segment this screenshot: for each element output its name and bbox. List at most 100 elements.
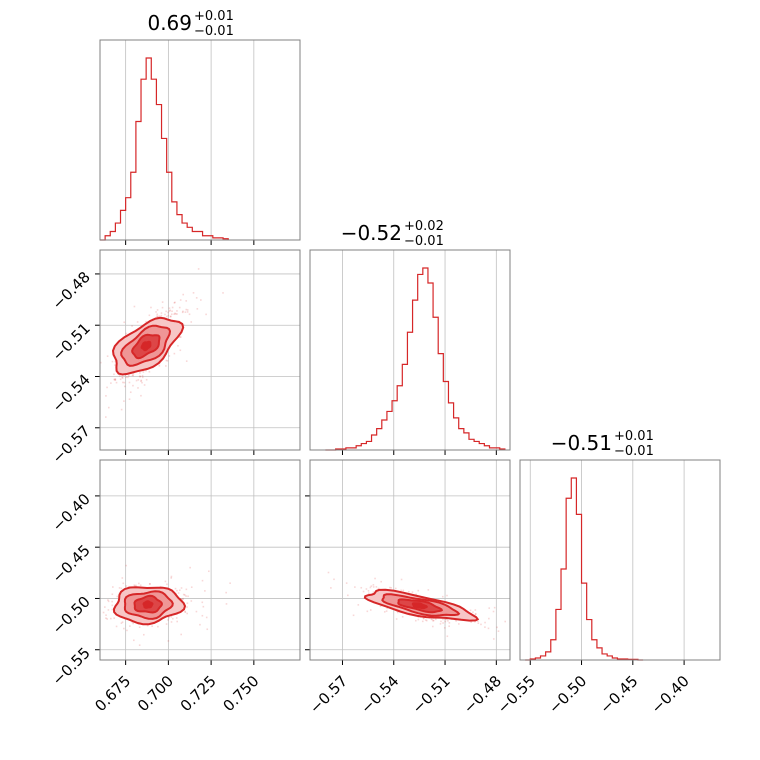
y-tick-label: −0.55 [49,644,94,689]
scatter-point [123,381,126,384]
scatter-point [133,639,135,642]
scatter-point [174,587,177,590]
scatter-point [97,617,99,619]
scatter-point [168,355,171,357]
scatter-point [417,618,420,621]
scatter-p2-0-frame [99,459,301,661]
scatter-point [432,625,434,628]
scatter-point [164,313,166,316]
scatter-point [448,625,450,628]
scatter-point [421,620,424,623]
scatter-point [178,306,181,309]
scatter-point [180,598,182,600]
scatter-point [93,614,95,616]
scatter-point [110,382,112,384]
scatter-point [514,619,516,621]
scatter-point [107,609,110,611]
scatter-point [477,620,479,622]
scatter-point [107,599,109,601]
scatter-point [157,625,159,628]
scatter-point [146,624,149,627]
scatter-point [185,308,188,311]
scatter-point [139,372,141,374]
scatter-point [188,313,191,316]
scatter-point [123,321,126,324]
scatter-point [156,315,159,318]
scatter-point [168,310,171,312]
scatter-point [196,308,199,310]
scatter-point [123,385,126,388]
scatter-point [176,310,178,312]
scatter-point [424,619,427,621]
scatter-p1-0-frame [99,249,301,451]
scatter-point [166,583,168,586]
scatter-point [167,311,169,314]
scatter-point [178,589,181,592]
scatter-point [171,310,173,313]
scatter-point [187,595,189,598]
scatter-point [385,610,388,612]
scatter-point [92,613,94,615]
scatter-point [497,630,500,632]
scatter-point [372,584,375,586]
scatter-point [164,580,167,583]
scatter-point [133,305,136,308]
scatter-point [195,610,198,613]
scatter-point [111,593,114,596]
scatter-point [170,575,173,578]
scatter-point [202,605,205,608]
scatter-point [400,578,403,581]
scatter-point [207,570,210,573]
scatter-point [111,608,114,611]
scatter-point [137,379,140,381]
scatter-point [112,586,114,588]
scatter-point [106,618,108,620]
scatter-point [434,618,437,621]
scatter-point [119,374,121,377]
scatter-point [369,586,372,589]
scatter-point [125,564,128,567]
scatter-point [141,374,144,377]
scatter-point [327,571,330,574]
scatter-point [444,618,447,620]
scatter-point [93,377,95,379]
scatter-point [357,604,360,606]
scatter-point [474,609,477,611]
scatter-point [31,480,33,482]
y-tick-label: −0.45 [49,541,94,586]
scatter-point [160,314,163,317]
title-plus: +0.01 [614,429,654,444]
scatter-point [138,626,141,629]
scatter-point [201,601,204,604]
scatter-point [129,625,131,627]
scatter-point [114,379,116,381]
scatter-point [111,360,114,363]
scatter-point [135,584,137,587]
scatter-point [225,603,228,605]
scatter-point [107,406,110,409]
scatter-point [148,371,151,373]
scatter-point [111,600,113,603]
scatter-point [185,588,188,591]
scatter-point [114,364,116,366]
scatter-point [443,627,446,629]
scatter-point [132,372,135,375]
scatter-point [206,628,209,631]
scatter-point [167,314,170,317]
scatter-point [102,611,105,614]
scatter-point [140,379,143,382]
scatter-point [105,614,107,616]
title-value: 0.69 [147,11,192,35]
scatter-point [141,381,143,384]
title-minus: −0.01 [404,234,444,249]
scatter-point [123,400,125,402]
panel-title-0: 0.69 +0.01−0.01 [147,9,233,39]
scatter-point [122,582,125,585]
scatter-point [155,311,157,313]
scatter-point [176,313,178,315]
scatter-point [440,620,442,623]
scatter-point [145,320,147,323]
scatter-point [127,376,129,379]
scatter-point [156,313,159,316]
scatter-point [432,619,435,622]
